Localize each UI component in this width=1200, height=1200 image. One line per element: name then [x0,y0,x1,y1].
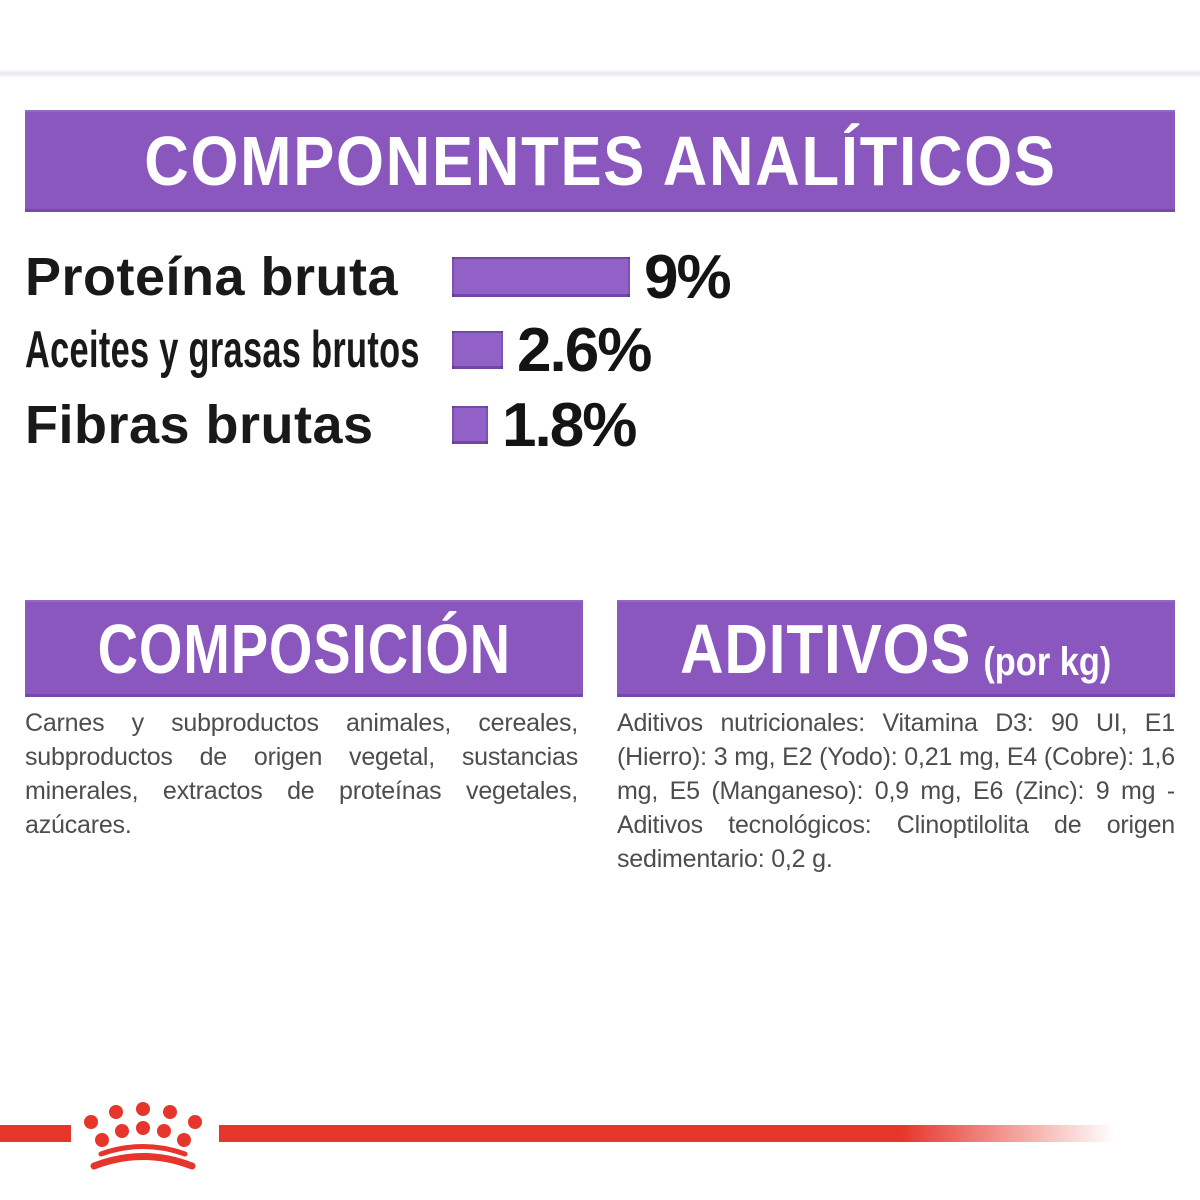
nutrient-bar [452,406,488,444]
nutrient-value: 9% [644,242,732,312]
additives-body: Aditivos nutricionales: Vitamina D3: 90 … [617,709,1175,873]
composition-body: Carnes y subproductos animales, cereales… [25,709,578,839]
nutrient-bar [452,257,630,297]
nutrient-label: Fibras brutas [25,395,374,455]
royal-canin-crown-icon [84,1102,202,1170]
additives-unit: (por kg) [983,639,1112,684]
nutrient-row-fibre: Fibras brutas 1.8% [25,391,637,460]
nutrient-label: Proteína bruta [25,247,399,307]
nutrient-row-protein: Proteína bruta 9% [25,243,732,312]
nutrient-bar [452,331,503,369]
nutrient-value: 2.6% [517,315,652,385]
analytical-components-title: COMPONENTES ANALÍTICOS [143,122,1057,200]
top-divider [0,69,1200,78]
nutrient-value: 1.8% [502,390,637,460]
additives-title: ADITIVOS [680,609,972,688]
composition-banner: COMPOSICIÓN [25,600,583,697]
composition-title: COMPOSICIÓN [97,609,511,688]
nutrient-label: Aceites y grasas brutos [25,321,420,379]
analytical-components-banner: COMPONENTES ANALÍTICOS [25,110,1175,212]
nutrient-row-fats: Aceites y grasas brutos 2.6% [25,316,652,385]
additives-banner: ADITIVOS (por kg) [617,600,1175,697]
additives-title-group: ADITIVOS (por kg) [680,609,1111,689]
footer-red-line-right [219,1125,1115,1142]
footer-red-line-left [0,1125,71,1142]
